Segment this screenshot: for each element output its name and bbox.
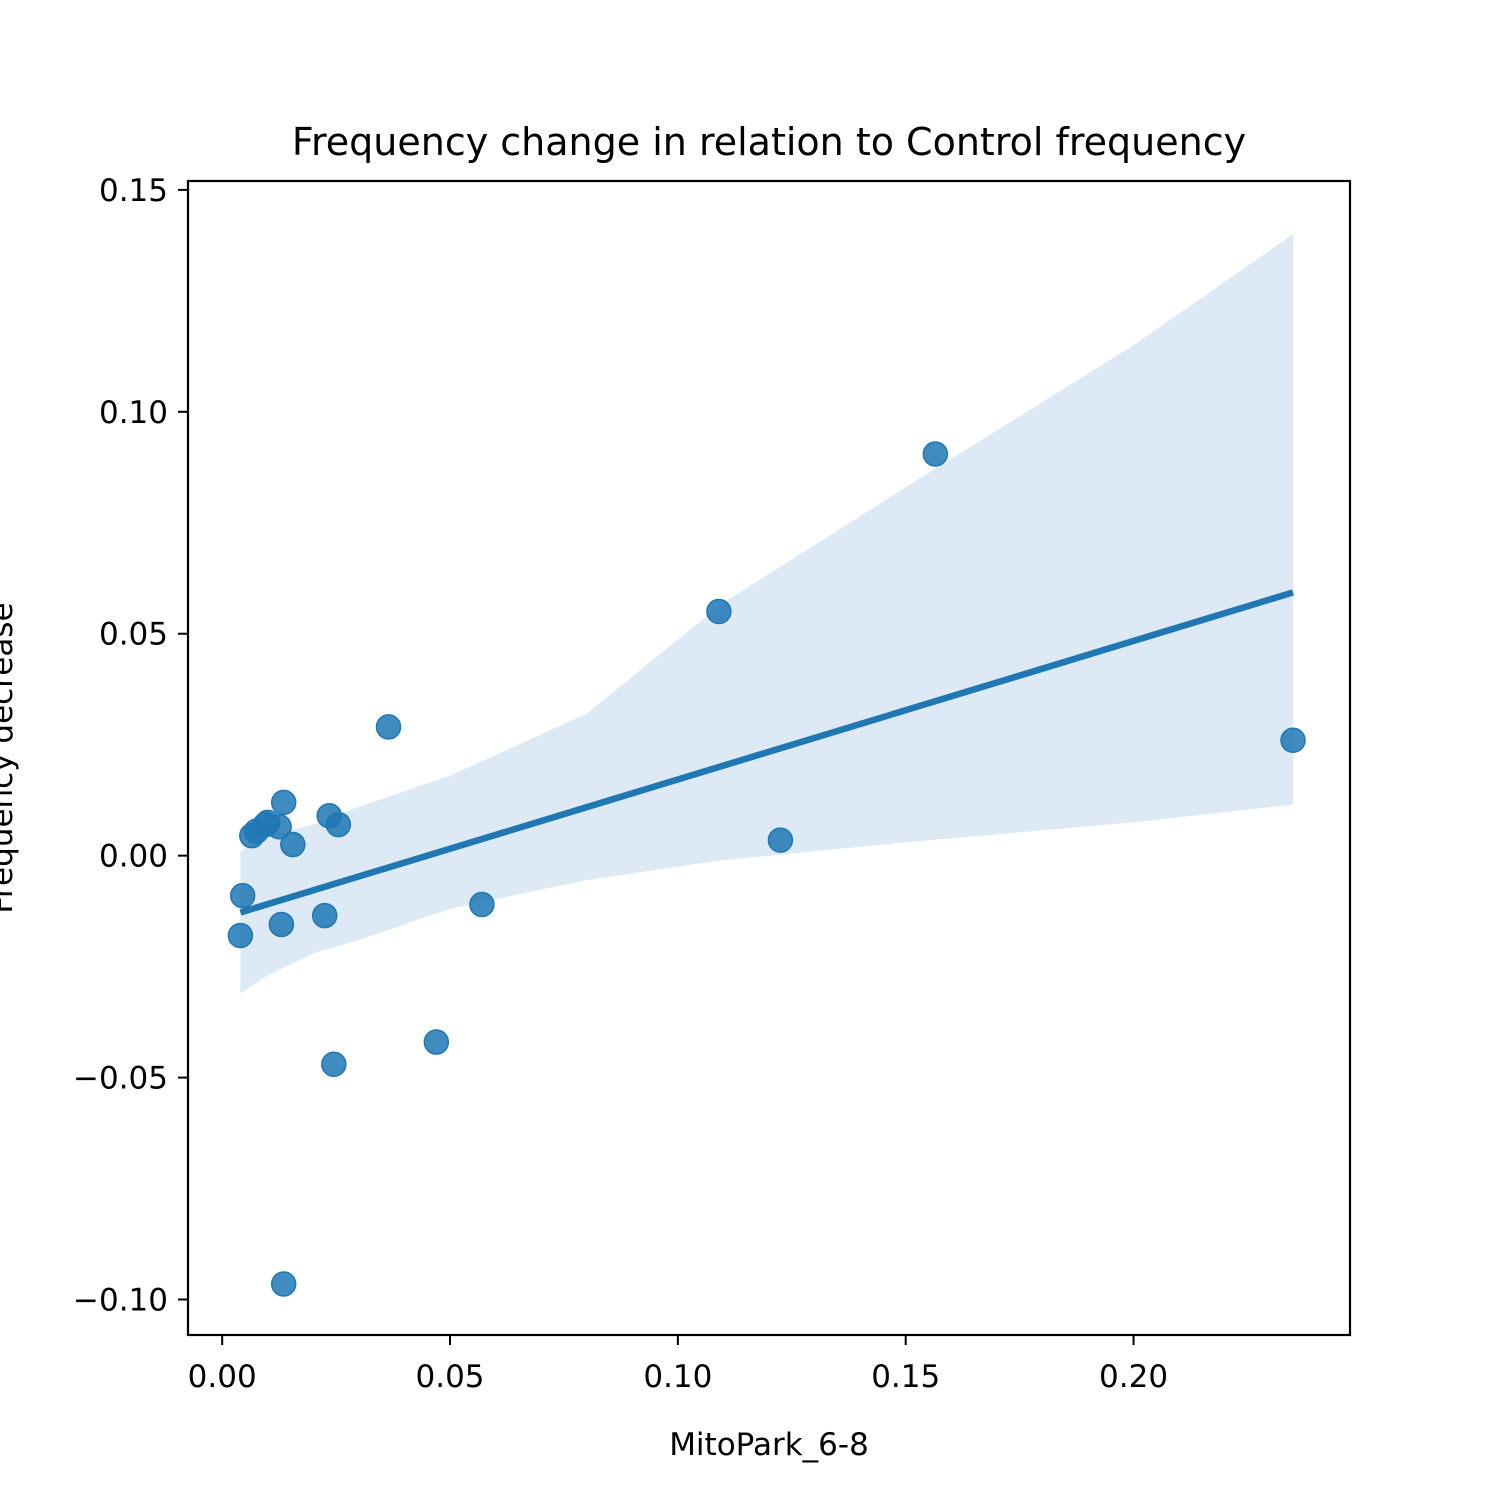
data-point-21 bbox=[922, 441, 949, 467]
chart-title: Frequency change in relation to Control … bbox=[292, 120, 1246, 164]
regression-line bbox=[239, 589, 1294, 916]
y-tick-label: 0.05 bbox=[99, 617, 168, 653]
x-axis-ticks: 0.00 0.05 0.10 0.15 0.20 bbox=[188, 1335, 1168, 1395]
x-tick-label: 0.05 bbox=[416, 1359, 485, 1395]
data-point-9 bbox=[268, 911, 295, 938]
x-tick-label: 0.15 bbox=[871, 1359, 940, 1395]
plot-frame bbox=[186, 179, 1352, 1337]
y-tick-label: 0.15 bbox=[99, 173, 168, 209]
data-point-20 bbox=[767, 827, 794, 853]
data-point-11 bbox=[280, 831, 306, 858]
data-point-7 bbox=[266, 814, 292, 840]
data-point-2 bbox=[229, 882, 256, 909]
x-axis-label: MitoPark_6-8 bbox=[669, 1427, 869, 1463]
confidence-band bbox=[240, 234, 1293, 994]
x-tick-label: 0.10 bbox=[643, 1359, 712, 1395]
data-point-16 bbox=[375, 714, 402, 740]
y-axis-ticks: −0.10 −0.05 0.00 0.05 0.10 0.15 bbox=[73, 173, 188, 1318]
plot-area bbox=[227, 234, 1306, 1297]
confidence-band-layer bbox=[240, 234, 1293, 994]
data-point-1 bbox=[227, 922, 254, 949]
y-tick-label: 0.00 bbox=[99, 839, 168, 875]
data-point-15 bbox=[321, 1051, 347, 1078]
regression-line-layer bbox=[239, 589, 1294, 916]
x-tick-label: 0.20 bbox=[1099, 1359, 1168, 1395]
data-point-17 bbox=[423, 1029, 450, 1055]
data-point-22 bbox=[1280, 727, 1306, 753]
data-point-10 bbox=[270, 1271, 297, 1297]
y-axis-label: Frequency decrease bbox=[0, 602, 20, 913]
scatter-points-layer bbox=[227, 441, 1306, 1297]
data-point-14 bbox=[325, 811, 352, 838]
data-point-8 bbox=[270, 789, 297, 816]
y-tick-label: 0.10 bbox=[99, 395, 168, 431]
y-tick-label: −0.05 bbox=[73, 1061, 168, 1097]
x-tick-label: 0.00 bbox=[188, 1359, 257, 1395]
data-point-18 bbox=[469, 891, 495, 918]
data-point-12 bbox=[311, 902, 338, 929]
data-point-19 bbox=[706, 598, 732, 625]
y-tick-label: −0.10 bbox=[73, 1282, 168, 1318]
